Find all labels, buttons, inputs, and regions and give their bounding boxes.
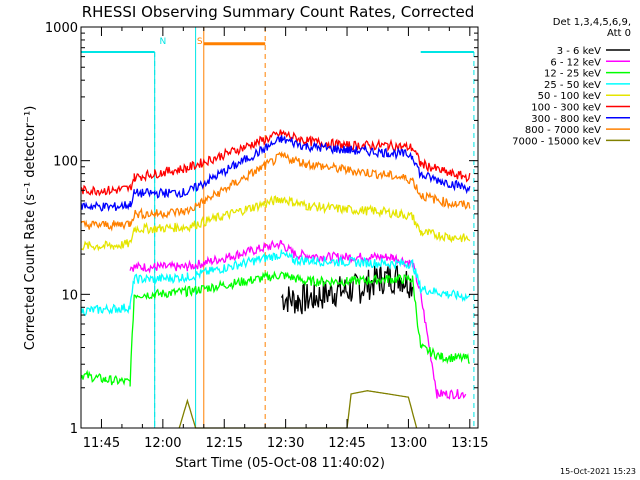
x-axis-label: Start Time (05-Oct-08 11:40:02) [175,456,385,471]
y-axis-label: Corrected Count Rate (s⁻¹ detector⁻¹) [23,106,38,351]
plot-frame [80,26,479,429]
legend-header-1: Att 0 [607,28,631,39]
legend-label-1: 6 - 12 keV [550,57,601,68]
legend-label-3: 25 - 50 keV [544,80,601,91]
axes: 1 10 100 1000 11:45 12:00 12:15 12:30 12:45 13:00… [45,21,489,451]
x-tick-label: 13:00 [390,436,427,451]
series-line-8 [178,390,418,429]
y-tick-label: 1 [70,422,78,437]
legend-label-4: 50 - 100 keV [538,91,602,102]
annotation-n: N [159,37,166,47]
y-tick-label: 10 [61,288,78,303]
series-line-5 [80,129,471,197]
footer-timestamp: 15-Oct-2021 15:23 [560,467,636,476]
x-tick-label: 12:45 [328,436,365,451]
legend-label-0: 3 - 6 keV [557,46,601,57]
series-line-4 [80,195,471,252]
series-line-7 [80,150,471,232]
legend-label-2: 12 - 25 keV [544,69,601,80]
x-tick-label: 12:00 [144,436,181,451]
legend-label-8: 7000 - 15000 keV [512,136,601,147]
x-tick-label: 12:15 [206,436,243,451]
y-tick-label: 1000 [45,21,78,36]
y-tick-label: 100 [53,155,78,170]
series-line-0 [280,265,414,315]
annotation-s: S [197,37,203,47]
legend-header-0: Det 1,3,4,5,6,9, [553,17,631,28]
x-tick-label: 12:30 [267,436,304,451]
x-tick-label: 13:15 [451,436,488,451]
x-tick-label: 11:45 [83,436,120,451]
series-line-6 [80,135,471,212]
legend-label-6: 300 - 800 keV [531,114,601,125]
legend-label-7: 800 - 7000 keV [525,125,601,136]
chart-title: RHESSI Observing Summary Count Rates, Co… [82,3,475,21]
legend-label-5: 100 - 300 keV [531,103,601,114]
series-line-3 [80,249,471,317]
series-line-2 [80,270,470,387]
